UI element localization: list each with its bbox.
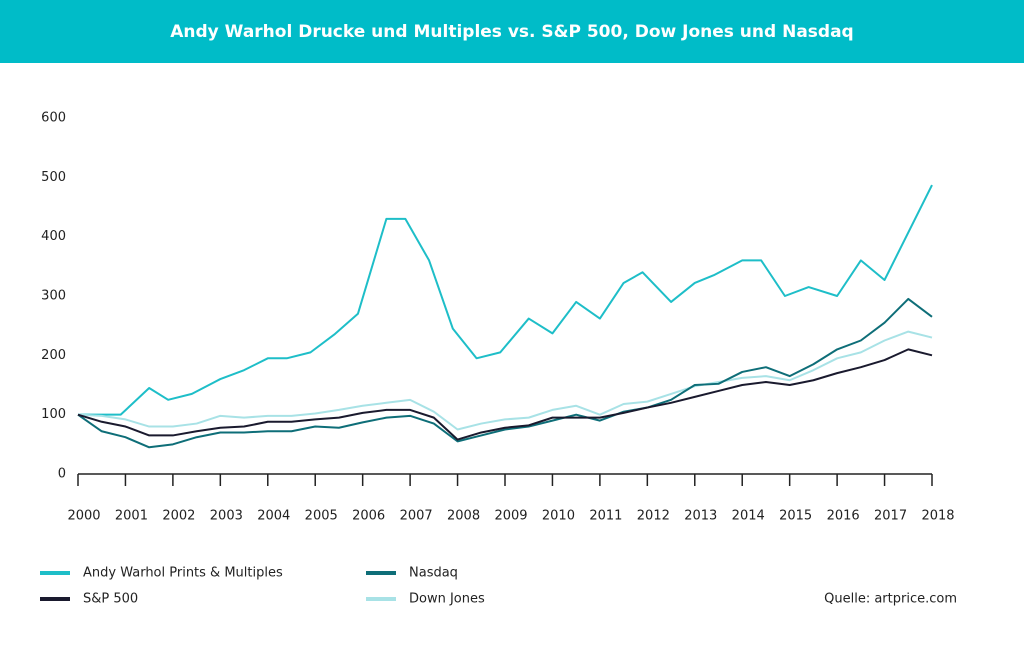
header-bar <box>0 0 1024 63</box>
x-tick-label: 2009 <box>494 509 527 524</box>
legend-label: S&P 500 <box>83 592 138 607</box>
x-tick-label: 2005 <box>305 509 338 524</box>
x-tick-label: 2008 <box>447 509 480 524</box>
x-tick-label: 2002 <box>162 509 195 524</box>
x-tick-label: 2018 <box>921 509 954 524</box>
y-tick-label: 200 <box>41 348 66 363</box>
x-tick-label: 2011 <box>589 509 622 524</box>
x-tick-label: 2015 <box>779 509 812 524</box>
series-line <box>77 348 933 441</box>
y-tick-label: 500 <box>41 170 66 185</box>
legend-label: Andy Warhol Prints & Multiples <box>83 566 283 581</box>
x-tick-label: 2003 <box>210 509 243 524</box>
y-tick-label: 600 <box>41 111 66 126</box>
y-tick-label: 300 <box>41 289 66 304</box>
series-line <box>77 297 933 449</box>
series-line <box>77 330 933 431</box>
x-tick-label: 2016 <box>827 509 860 524</box>
x-tick-label: 2001 <box>115 509 148 524</box>
chart-title: Andy Warhol Drucke und Multiples vs. S&P… <box>170 22 853 42</box>
legend-label: Down Jones <box>409 592 485 607</box>
x-tick-label: 2007 <box>400 509 433 524</box>
y-tick-label: 100 <box>41 407 66 422</box>
x-tick-label: 2017 <box>874 509 907 524</box>
x-tick-label: 2014 <box>732 509 765 524</box>
x-tick-label: 2000 <box>67 509 100 524</box>
x-tick-label: 2010 <box>542 509 575 524</box>
y-tick-label: 0 <box>58 467 66 482</box>
x-tick-label: 2013 <box>684 509 717 524</box>
x-tick-label: 2004 <box>257 509 290 524</box>
series-line <box>78 184 933 416</box>
legend-label: Nasdaq <box>409 566 458 581</box>
x-tick-label: 2006 <box>352 509 385 524</box>
source: Quelle: artprice.com <box>824 592 957 607</box>
y-tick-label: 400 <box>41 229 66 244</box>
x-tick-label: 2012 <box>637 509 670 524</box>
